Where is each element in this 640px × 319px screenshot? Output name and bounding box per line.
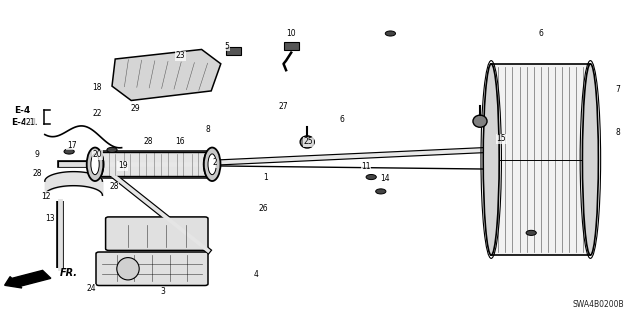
Circle shape: [526, 230, 536, 235]
Text: 19: 19: [118, 161, 128, 170]
Text: 18: 18: [93, 83, 102, 92]
Bar: [226, 47, 241, 55]
Ellipse shape: [207, 151, 218, 178]
Ellipse shape: [116, 258, 140, 280]
Circle shape: [107, 147, 117, 152]
Text: E-4: E-4: [14, 106, 30, 115]
Text: 10: 10: [286, 29, 296, 38]
Ellipse shape: [473, 115, 487, 127]
Text: 25: 25: [303, 137, 314, 146]
Ellipse shape: [300, 136, 314, 148]
Text: 1: 1: [263, 173, 268, 182]
Ellipse shape: [89, 151, 100, 178]
Bar: [99, 152, 208, 176]
Text: 21: 21: [26, 118, 35, 127]
Text: 28: 28: [33, 169, 42, 178]
Text: 12: 12: [42, 192, 51, 201]
Text: 23: 23: [175, 51, 186, 60]
Circle shape: [376, 189, 386, 194]
Text: 3: 3: [161, 287, 166, 296]
Circle shape: [64, 149, 74, 154]
Text: E-4-1: E-4-1: [12, 118, 38, 127]
Text: 7: 7: [615, 85, 620, 94]
FancyBboxPatch shape: [106, 217, 208, 250]
Circle shape: [366, 174, 376, 180]
Text: SWA4B0200B: SWA4B0200B: [573, 300, 625, 309]
Polygon shape: [112, 49, 221, 100]
Text: 20: 20: [92, 150, 102, 159]
Bar: [492, 64, 590, 255]
Text: 27: 27: [278, 102, 288, 111]
Text: 8: 8: [615, 128, 620, 137]
Ellipse shape: [95, 152, 104, 176]
Bar: [284, 42, 299, 50]
Bar: [95, 151, 212, 178]
Text: 28: 28: [144, 137, 153, 146]
Text: 26: 26: [259, 204, 269, 213]
Text: 2: 2: [212, 158, 217, 167]
Text: 15: 15: [496, 134, 506, 143]
Text: 28: 28: [109, 182, 118, 191]
Text: 22: 22: [93, 109, 102, 118]
Text: 17: 17: [67, 141, 77, 150]
Ellipse shape: [91, 154, 99, 175]
Text: 5: 5: [225, 42, 230, 51]
Text: FR.: FR.: [60, 268, 77, 278]
Ellipse shape: [204, 152, 212, 176]
Ellipse shape: [208, 154, 216, 175]
Text: 24: 24: [86, 284, 96, 293]
Text: 8: 8: [205, 125, 211, 134]
FancyArrow shape: [4, 271, 51, 288]
Text: 29: 29: [131, 104, 141, 113]
Ellipse shape: [87, 147, 103, 181]
Text: 6: 6: [538, 29, 543, 38]
Text: 11: 11: [362, 162, 371, 171]
Text: 9: 9: [35, 150, 40, 159]
Text: 4: 4: [253, 270, 259, 279]
Ellipse shape: [483, 64, 499, 255]
Text: 13: 13: [45, 214, 55, 223]
Text: 16: 16: [175, 137, 186, 146]
Ellipse shape: [204, 147, 220, 181]
Circle shape: [385, 31, 396, 36]
Text: 14: 14: [380, 174, 390, 183]
Ellipse shape: [582, 64, 598, 255]
FancyBboxPatch shape: [96, 252, 208, 286]
Text: 6: 6: [340, 115, 345, 124]
